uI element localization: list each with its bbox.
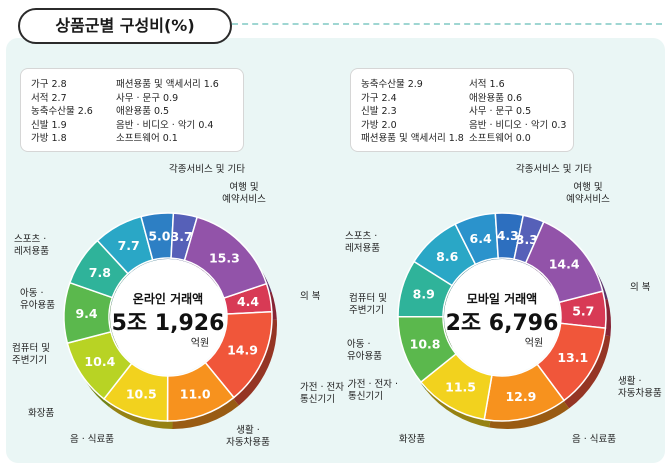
page-title: 상품군별 구성비(%)	[18, 8, 232, 44]
slice-value-label: 8.9	[413, 287, 435, 302]
category-label: 가전 · 전자 · 통신기기	[348, 379, 398, 402]
legend-entry: 애완용품 0.6	[469, 92, 523, 104]
slice-value-label: 8.6	[436, 249, 458, 264]
category-label: 여행 및 예약서비스	[222, 181, 266, 205]
category-label: 음 · 식료품	[70, 434, 114, 445]
slice-value-label: 11.5	[445, 380, 476, 395]
slice-value-label: 5.7	[572, 304, 594, 319]
mobile-legend-box: 농축수산물 2.9 가구 2.4 신발 2.3 가방 2.0 패션용품 및 액세서리 1…	[350, 68, 574, 152]
legend-entry: 음반 · 비디오 · 악기 0.4	[116, 119, 214, 131]
category-label: 의 복	[630, 282, 651, 293]
category-label: 각종서비스 및 기타	[169, 163, 245, 175]
slice-value-label: 4.3	[497, 228, 519, 243]
legend-entry: 서적 2.7	[31, 92, 67, 104]
donut-center	[444, 259, 560, 375]
legend-entry: 신발 2.3	[361, 106, 397, 117]
category-label: 각종서비스 및 기타	[516, 163, 592, 175]
category-label: 생활 · 자동차용품	[618, 375, 662, 399]
center-title: 온라인 거래액	[133, 291, 203, 306]
slice-value-label: 14.4	[549, 257, 580, 272]
legend-entry: 농축수산물 2.6	[31, 106, 93, 117]
slice-value-label: 4.4	[237, 294, 259, 309]
slice-value-label: 5.0	[148, 228, 170, 243]
legend-entry: 소프트웨어 0.0	[469, 133, 531, 144]
slice-value-label: 12.9	[505, 389, 536, 404]
center-unit: 억원	[525, 337, 543, 349]
legend-entry: 소프트웨어 0.1	[116, 133, 178, 144]
slice-value-label: 7.7	[118, 238, 140, 253]
center-value: 2조 6,796	[446, 311, 559, 336]
donut-center	[110, 259, 226, 375]
legend-entry: 서적 1.6	[469, 79, 505, 90]
category-label: 아동 · 유아용품	[347, 339, 382, 362]
category-label: 화장품	[28, 408, 54, 419]
slice-value-label: 7.8	[89, 265, 111, 280]
online-legend-box: 가구 2.8 서적 2.7 농축수산물 2.6 신발 1.9 가방 1.8 패션용품 및…	[20, 68, 244, 152]
category-label: 화장품	[399, 434, 425, 445]
legend-entry: 음반 · 비디오 · 악기 0.3	[469, 119, 567, 131]
slice-value-label: 9.4	[75, 306, 97, 321]
slice-value-label: 15.3	[209, 251, 240, 266]
category-label: 음 · 식료품	[572, 434, 616, 445]
online-legend-left: 가구 2.8 서적 2.7 농축수산물 2.6 신발 1.9 가방 1.8	[31, 78, 93, 146]
donut-slice	[524, 220, 604, 304]
category-label: 스포츠 · 레저용품	[345, 231, 380, 254]
legend-entry: 신발 1.9	[31, 119, 67, 131]
slice-value-label: 10.8	[410, 336, 441, 351]
legend-entry: 사무 · 문구 0.9	[116, 92, 179, 104]
legend-entry: 가방 2.0	[361, 119, 397, 131]
mobile-legend-left: 농축수산물 2.9 가구 2.4 신발 2.3 가방 2.0 패션용품 및 액세서리 1…	[361, 78, 464, 146]
header-divider	[232, 23, 662, 25]
slice-value-label: 3.7	[171, 229, 193, 244]
slice-value-label: 11.0	[180, 386, 211, 401]
donut-slice	[183, 216, 268, 300]
category-label: 컴퓨터 및 주변기기	[349, 292, 387, 316]
legend-entry: 애완용품 0.5	[116, 106, 170, 117]
online-legend-right: 패션용품 및 액세서리 1.6 사무 · 문구 0.9 애완용품 0.5 음반 · 비…	[116, 78, 219, 146]
mobile-legend-right: 서적 1.6 애완용품 0.6 사무 · 문구 0.5 음반 · 비디오 · 악기 0…	[469, 78, 566, 146]
slice-value-label: 10.5	[126, 386, 157, 401]
center-title: 모바일 거래액	[467, 291, 537, 306]
legend-entry: 가구 2.8	[31, 79, 67, 90]
category-label: 스포츠 · 레저용품	[14, 234, 49, 257]
slice-value-label: 3.3	[516, 232, 538, 247]
slice-value-label: 13.1	[557, 350, 588, 365]
legend-entry: 패션용품 및 액세서리 1.8	[361, 133, 464, 144]
slice-value-label: 14.9	[227, 343, 258, 358]
center-unit: 억원	[191, 337, 209, 349]
category-label: 여행 및 예약서비스	[566, 181, 610, 205]
legend-entry: 농축수산물 2.9	[361, 79, 423, 90]
online-donut: 4.4 14.9 11.0 10.5 10.4 9.4 7.8 7.7 5.0 3.7 15.3 온라…	[12, 163, 350, 448]
legend-entry: 가방 1.8	[31, 133, 67, 144]
legend-entry: 가구 2.4	[361, 92, 397, 104]
category-label: 생활 · 자동차용품	[226, 424, 270, 448]
legend-entry: 사무 · 문구 0.5	[469, 106, 532, 117]
category-label: 아동 · 유아용품	[20, 288, 55, 311]
legend-entry: 패션용품 및 액세서리 1.6	[116, 79, 219, 90]
slice-value-label: 10.4	[84, 354, 115, 369]
slice-value-label: 6.4	[470, 231, 492, 246]
category-label: 컴퓨터 및 주변기기	[12, 342, 50, 366]
mobile-donut: 5.7 13.1 12.9 11.5 10.8 8.9 8.6 6.4 4.33.3 14.4 모바…	[345, 163, 662, 445]
center-value: 5조 1,926	[112, 311, 225, 336]
category-label: 의 복	[300, 291, 321, 302]
category-label: 가전 · 전자 · 통신기기	[300, 382, 350, 405]
